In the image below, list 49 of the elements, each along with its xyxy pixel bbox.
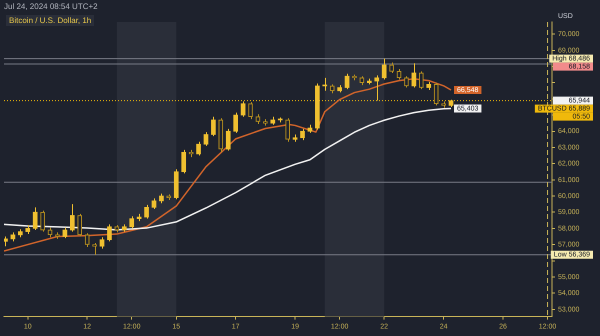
- candlestick: [337, 84, 342, 93]
- candlestick: [360, 76, 364, 86]
- candlestick: [107, 224, 112, 242]
- candlestick: [32, 206, 38, 230]
- candlestick: [308, 124, 312, 134]
- candlestick: [226, 128, 231, 152]
- candlestick: [426, 81, 432, 90]
- candlestick: [285, 118, 290, 142]
- candlestick: [412, 62, 416, 88]
- candlestick: [129, 216, 134, 229]
- candlestick: [100, 236, 104, 250]
- candlestick: [77, 213, 82, 237]
- candlestick: [322, 77, 328, 92]
- candlestick: [204, 132, 208, 146]
- candlestick: [382, 58, 387, 80]
- candlestick: [396, 68, 402, 80]
- candlestick: [84, 232, 90, 248]
- candlestick: [374, 74, 380, 102]
- candlestick: [256, 114, 260, 124]
- candlestick: [434, 82, 438, 106]
- candlestick: [233, 112, 238, 134]
- candlestick: [418, 70, 424, 90]
- candlestick: [218, 118, 224, 153]
- candlestick: [122, 224, 127, 232]
- candlestick: [248, 102, 253, 120]
- candlestick: [152, 198, 156, 210]
- candlestick: [40, 210, 45, 232]
- candlestick: [70, 204, 75, 232]
- candlestick: [136, 213, 142, 222]
- candlestick: [4, 236, 8, 247]
- candlestick: [315, 83, 320, 130]
- candlestick: [389, 62, 394, 74]
- candlestick: [25, 224, 30, 235]
- candlestick: [159, 193, 164, 204]
- candlestick: [10, 232, 16, 242]
- candlestick: [404, 76, 409, 88]
- candlestick: [144, 204, 149, 220]
- candlestick: [211, 116, 216, 137]
- candlestick: [278, 117, 283, 123]
- candlestick: [62, 227, 68, 239]
- chart-title: Bitcoin / U.S. Dollar, 1h: [6, 15, 94, 26]
- candlestick: [292, 134, 298, 142]
- candlestick: [441, 100, 446, 108]
- candlestick: [181, 149, 186, 174]
- candlestick: [48, 227, 52, 238]
- chart-subtitle: Jul 24, 2024 08:54 UTC+2: [4, 1, 98, 12]
- candlestick: [270, 116, 276, 126]
- candlestick: [352, 74, 357, 81]
- candlestick: [300, 128, 305, 141]
